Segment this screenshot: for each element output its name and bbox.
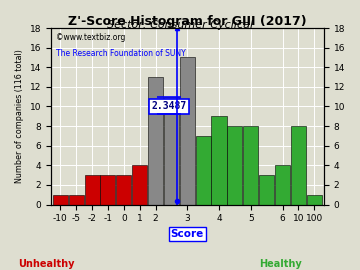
Bar — [69, 195, 84, 204]
Bar — [291, 126, 306, 204]
Bar — [100, 175, 116, 204]
Text: Sector: Consumer Cyclical: Sector: Consumer Cyclical — [107, 20, 253, 30]
Bar — [243, 126, 258, 204]
Bar — [53, 195, 68, 204]
Bar — [259, 175, 274, 204]
Bar — [148, 77, 163, 204]
Text: 2.3487: 2.3487 — [151, 102, 186, 112]
X-axis label: Score: Score — [171, 229, 204, 239]
Bar — [85, 175, 100, 204]
Bar — [307, 195, 322, 204]
Bar — [132, 165, 147, 204]
Y-axis label: Number of companies (116 total): Number of companies (116 total) — [15, 49, 24, 183]
Title: Z'-Score Histogram for GIII (2017): Z'-Score Histogram for GIII (2017) — [68, 15, 307, 28]
Bar — [180, 58, 195, 204]
Bar — [228, 126, 242, 204]
Bar — [164, 97, 179, 204]
Text: The Research Foundation of SUNY: The Research Foundation of SUNY — [56, 49, 186, 58]
Text: ©www.textbiz.org: ©www.textbiz.org — [56, 33, 126, 42]
Text: Healthy: Healthy — [260, 259, 302, 269]
Bar — [211, 116, 226, 204]
Text: Unhealthy: Unhealthy — [19, 259, 75, 269]
Bar — [116, 175, 131, 204]
Bar — [195, 136, 211, 204]
Bar — [275, 165, 290, 204]
